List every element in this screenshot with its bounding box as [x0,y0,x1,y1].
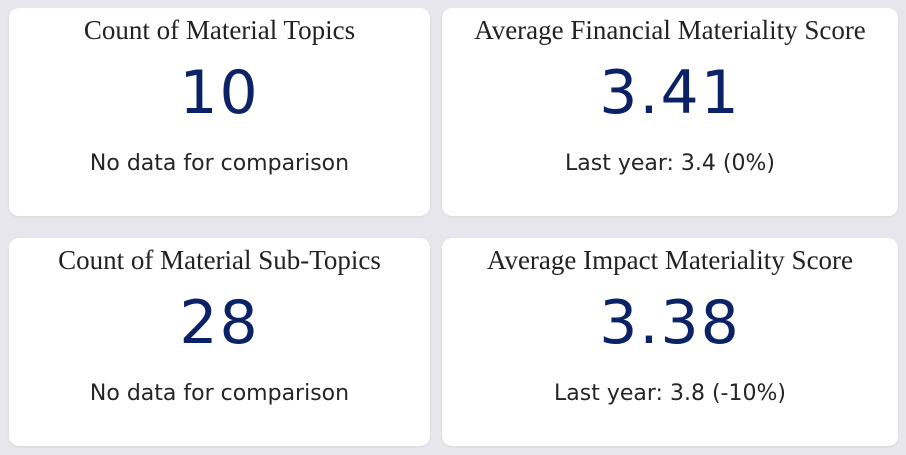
kpi-card-financial-materiality[interactable]: Average Financial Materiality Score 3.41… [442,8,898,216]
kpi-card-material-sub-topics[interactable]: Count of Material Sub-Topics 28 No data … [9,238,430,446]
kpi-card-title: Count of Material Topics [83,15,356,45]
kpi-card-comparison: Last year: 3.8 (-10%) [554,381,786,406]
kpi-card-title: Average Financial Materiality Score [474,15,866,45]
kpi-card-material-topics[interactable]: Count of Material Topics 10 No data for … [9,8,430,216]
kpi-card-comparison: Last year: 3.4 (0%) [565,151,775,176]
kpi-card-comparison: No data for comparison [89,151,350,176]
kpi-card-value: 28 [179,288,260,358]
kpi-card-value: 3.41 [599,58,741,128]
kpi-card-value: 3.38 [599,288,741,358]
kpi-card-title: Average Impact Materiality Score [486,245,854,275]
kpi-card-comparison: No data for comparison [89,381,350,406]
kpi-card-title: Count of Material Sub-Topics [58,245,381,275]
kpi-card-impact-materiality[interactable]: Average Impact Materiality Score 3.38 La… [442,238,898,446]
kpi-card-value: 10 [179,58,260,128]
